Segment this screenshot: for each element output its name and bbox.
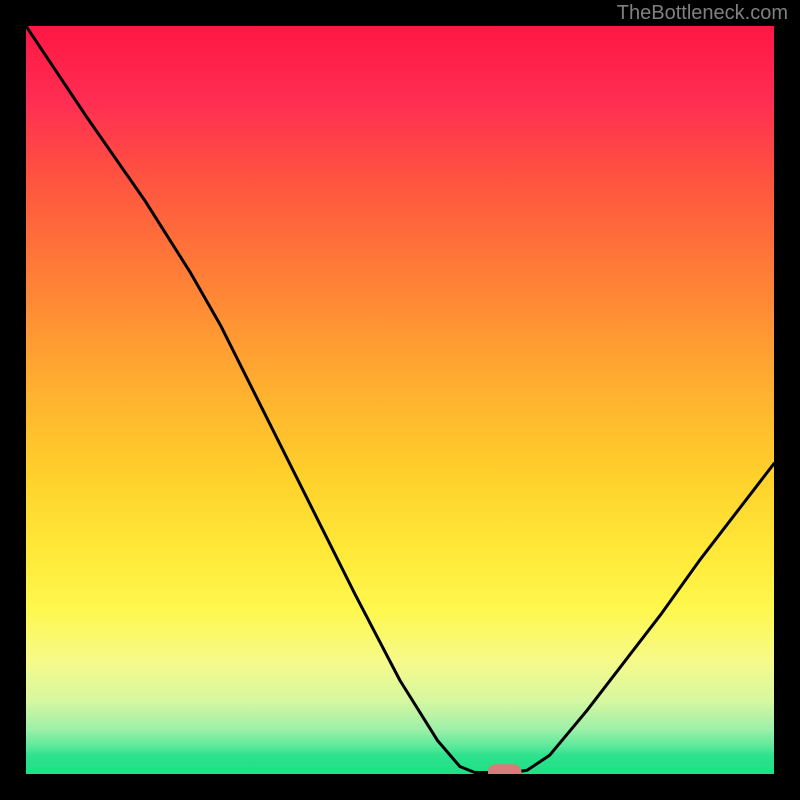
curve-line [26, 26, 774, 773]
plot-area [26, 26, 774, 774]
bottleneck-curve [26, 26, 774, 774]
watermark-text: TheBottleneck.com [617, 2, 788, 25]
optimal-marker [488, 764, 522, 774]
